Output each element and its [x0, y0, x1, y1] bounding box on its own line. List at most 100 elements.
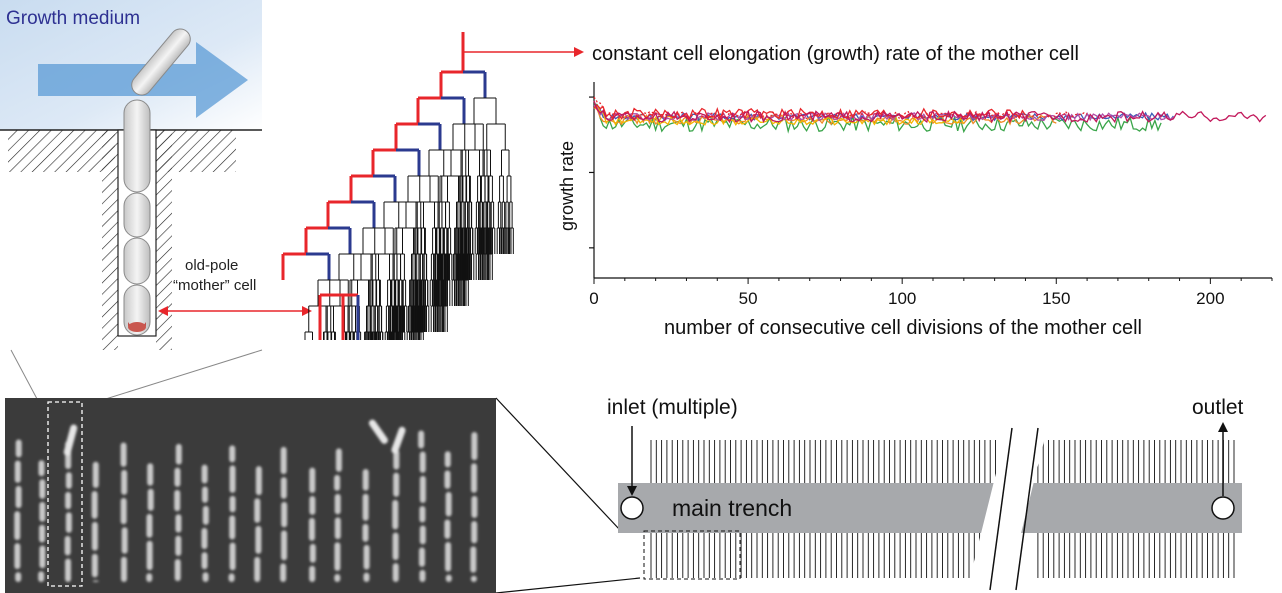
growth-rate-series-line [593, 100, 1267, 124]
bacterial-cell [121, 469, 128, 495]
x-tick-label: 50 [739, 289, 758, 308]
break-gap [964, 420, 1050, 593]
bacterial-cell [39, 479, 46, 499]
bacterial-cell [368, 419, 388, 444]
bacterial-cell [418, 430, 425, 449]
bacterial-cell [471, 521, 478, 544]
bacterial-cell [255, 525, 262, 554]
bacterial-cell [309, 467, 316, 493]
bacterial-cell [393, 472, 400, 497]
channel-cells [123, 99, 151, 336]
bacterial-cell [254, 498, 261, 523]
bacterial-cell [147, 463, 154, 486]
growth-rate-series-line [593, 105, 965, 127]
bacterial-cell [174, 467, 181, 487]
bacterial-cell [471, 431, 478, 461]
bacterial-cell [14, 460, 21, 483]
bacterial-cell [202, 505, 209, 525]
chart-series [593, 96, 1267, 134]
bacterial-cell [91, 553, 98, 578]
chart-tick-labels: 0 50 100 150 200 [589, 289, 1224, 308]
bacterial-cell [65, 491, 72, 510]
microfluidic-chip: main trench inlet (multiple) outlet [607, 396, 1244, 593]
bacterial-cell [363, 544, 370, 570]
bacterial-cell [255, 466, 262, 496]
chart-axes [589, 82, 1273, 284]
bacterial-cell [335, 448, 342, 472]
bacterial-cell [471, 495, 478, 519]
bacterial-cell [39, 524, 46, 543]
bacterial-cell [309, 543, 316, 563]
bacterial-cell [65, 558, 72, 582]
bacterial-cell [419, 451, 426, 473]
mother-cell [123, 284, 151, 336]
bacterial-cell [146, 573, 153, 582]
wall-left [102, 130, 118, 350]
bacterial-cell [202, 572, 209, 582]
bacterial-cell [64, 535, 71, 556]
bacterial-cell [120, 442, 127, 467]
bacterial-cell [334, 542, 341, 571]
outlet-label: outlet [1192, 396, 1244, 419]
microscopy-image [5, 397, 641, 593]
wall-right [156, 130, 172, 350]
bacterial-cell [444, 470, 451, 489]
chart-ylabel: growth rate [557, 141, 577, 231]
chart-xlabel: number of consecutive cell divisions of … [664, 317, 1142, 339]
bacterial-cell [280, 477, 287, 499]
bacterial-cell [91, 521, 98, 551]
bacterial-cell [445, 541, 452, 572]
bacterial-cell [393, 449, 400, 470]
bacterial-cell [38, 460, 45, 477]
mother-cell-label: “mother” cell [173, 277, 256, 294]
mother-machine-schematic: Growth medium old-pole “mother” cell [0, 0, 312, 413]
outlet-arrow [1218, 422, 1228, 432]
bacterial-cell [92, 461, 99, 489]
bacterial-cell [419, 505, 426, 523]
bacterial-cell [14, 543, 21, 570]
bacterial-cell [334, 493, 341, 515]
bacterial-cell [228, 573, 235, 582]
growth-trenches [650, 440, 1235, 578]
bacterial-cell [65, 472, 72, 489]
bacterial-cell [309, 495, 316, 515]
lineage-tree [281, 32, 514, 340]
bacterial-cell [418, 547, 425, 567]
bacterial-cell [15, 439, 22, 458]
growth-rate-chart: 0 50 100 150 200 growth rate number of conse… [557, 82, 1273, 339]
x-tick-label: 200 [1196, 289, 1224, 308]
bacterial-cell [39, 545, 46, 569]
wall-right-top [156, 130, 236, 172]
bacterial-cell [39, 501, 46, 522]
old-pole-label: old-pole [185, 257, 238, 274]
bacterial-cell [121, 527, 128, 554]
bacterial-cell [445, 574, 452, 582]
bacterial-cell [419, 525, 426, 545]
micrograph-background [5, 398, 496, 593]
bacterial-cell [174, 489, 181, 512]
wall-left-top [8, 130, 115, 172]
bacterial-cell [147, 488, 154, 511]
bacterial-cell [334, 517, 341, 540]
bacterial-cell [281, 501, 288, 528]
outlet-port [1211, 496, 1235, 520]
bacterial-cell [281, 530, 288, 561]
bacterial-cell [63, 424, 78, 456]
chart-caption: constant cell elongation (growth) rate o… [592, 43, 1079, 65]
bacterial-cell [120, 497, 127, 525]
bacterial-cell [201, 552, 208, 570]
bacterial-cell [470, 575, 477, 582]
growth-medium-label: Growth medium [6, 8, 140, 29]
bacterial-cell [92, 580, 99, 582]
bacterial-cell [280, 563, 287, 582]
x-tick-label: 100 [888, 289, 916, 308]
bacterial-cell [471, 463, 478, 493]
main-trench-label: main trench [672, 495, 792, 521]
bacterial-cell [174, 559, 181, 582]
old-pole-cap [128, 322, 146, 332]
bacterial-cell [14, 511, 21, 541]
bacterial-cell [309, 565, 316, 582]
bacterial-cell [445, 491, 452, 517]
bacterial-cell [308, 517, 315, 541]
